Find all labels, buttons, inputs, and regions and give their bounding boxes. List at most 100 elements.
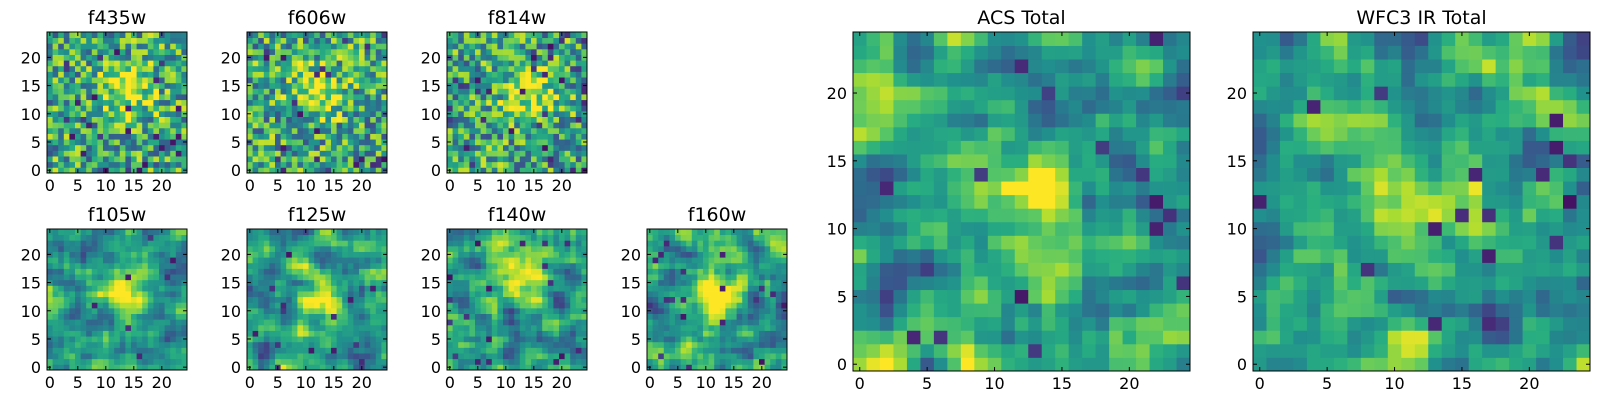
heatmap-cell [652, 291, 659, 298]
heatmap-cell [458, 94, 465, 101]
heatmap-cell [508, 65, 515, 72]
heatmap-cell [1163, 357, 1177, 372]
heatmap-cell [503, 110, 509, 117]
heatmap-cell [658, 229, 665, 236]
heatmap-cell [258, 71, 265, 78]
heatmap-cell [553, 71, 560, 78]
heatmap-cell [514, 150, 521, 157]
heatmap-cell [69, 144, 76, 151]
heatmap-cell [491, 251, 498, 258]
heatmap-cell [119, 127, 126, 134]
heatmap-cell [364, 279, 371, 286]
heatmap-cell [503, 133, 509, 140]
heatmap-cell [452, 37, 459, 44]
heatmap-cell [131, 127, 137, 134]
heatmap-cell [269, 110, 276, 117]
heatmap-cell [58, 341, 65, 348]
heatmap-cell [669, 262, 676, 269]
heatmap-cell [86, 285, 93, 292]
heatmap-cell [297, 307, 304, 314]
heatmap-cell [364, 296, 371, 303]
heatmap-cell [381, 240, 388, 247]
heatmap-cell [263, 110, 270, 117]
heatmap-cell [519, 144, 526, 151]
heatmap-cell [252, 336, 259, 343]
heatmap-cell [525, 353, 532, 360]
heatmap-cell [647, 257, 653, 264]
heatmap-cell [974, 330, 989, 345]
heatmap-cell [547, 240, 554, 247]
heatmap-cell [97, 234, 104, 241]
heatmap-cell [52, 274, 59, 281]
y-tick-label: 15 [221, 274, 241, 293]
heatmap-cell [452, 77, 459, 84]
heatmap-cell [108, 144, 115, 151]
heatmap-cell [753, 347, 760, 354]
heatmap-cell [159, 43, 165, 50]
heatmap-cell [86, 234, 93, 241]
heatmap-cell [547, 127, 554, 134]
heatmap-cell [559, 150, 565, 157]
heatmap-cell [974, 208, 989, 223]
heatmap-cell [86, 262, 93, 269]
heatmap-cell [269, 60, 276, 67]
heatmap-cell [525, 32, 532, 39]
heatmap-cell [303, 302, 309, 309]
heatmap-cell [297, 156, 304, 163]
heatmap-cell [1109, 303, 1123, 318]
heatmap-cell [80, 144, 87, 151]
heatmap-cell [920, 235, 935, 250]
heatmap-cell [286, 251, 293, 258]
heatmap-cell [564, 307, 571, 314]
heatmap-cell [714, 268, 721, 275]
heatmap-cell [136, 77, 143, 84]
heatmap-cell [136, 105, 143, 112]
heatmap-cell [108, 77, 115, 84]
heatmap-cell [486, 133, 493, 140]
heatmap-cell [263, 262, 270, 269]
heatmap-cell [142, 324, 149, 331]
heatmap-cell [508, 319, 515, 326]
heatmap-cell [263, 127, 270, 134]
heatmap-cell [280, 274, 287, 281]
heatmap-cell [1068, 330, 1083, 345]
heatmap-cell [508, 257, 515, 264]
heatmap-cell [463, 60, 470, 67]
heatmap-cell [342, 127, 349, 134]
heatmap-cell [893, 289, 908, 304]
heatmap-cell [753, 364, 760, 371]
heatmap-cell [708, 296, 715, 303]
heatmap-cell [691, 307, 698, 314]
heatmap-cell [536, 54, 543, 61]
heatmap-cell [303, 65, 309, 72]
heatmap-cell [325, 110, 332, 117]
heatmap-cell [342, 99, 349, 106]
heatmap-cell [564, 268, 571, 275]
heatmap-cell [175, 48, 182, 55]
heatmap-cell [675, 279, 681, 286]
heatmap-cell [458, 347, 465, 354]
heatmap-cell [52, 291, 59, 298]
heatmap-cell [153, 341, 160, 348]
heatmap-cell [725, 353, 732, 360]
heatmap-cell [280, 245, 287, 252]
heatmap-cell [1109, 167, 1123, 182]
heatmap-cell [381, 353, 388, 360]
heatmap-cell [375, 133, 382, 140]
heatmap-cell [1041, 330, 1056, 345]
heatmap-cell [475, 257, 481, 264]
heatmap-cell [491, 302, 498, 309]
heatmap-cell [542, 37, 549, 44]
heatmap-cell [52, 341, 59, 348]
heatmap-cell [170, 240, 177, 247]
heatmap-cell [1122, 167, 1137, 182]
heatmap-cell [263, 358, 270, 365]
heatmap-cell [347, 347, 354, 354]
heatmap-cell [69, 313, 76, 320]
heatmap-cell [47, 133, 53, 140]
heatmap-cell [559, 43, 565, 50]
heatmap-cell [764, 268, 771, 275]
heatmap-cell [564, 364, 571, 371]
heatmap-cell [714, 257, 721, 264]
heatmap-cell [164, 105, 171, 112]
